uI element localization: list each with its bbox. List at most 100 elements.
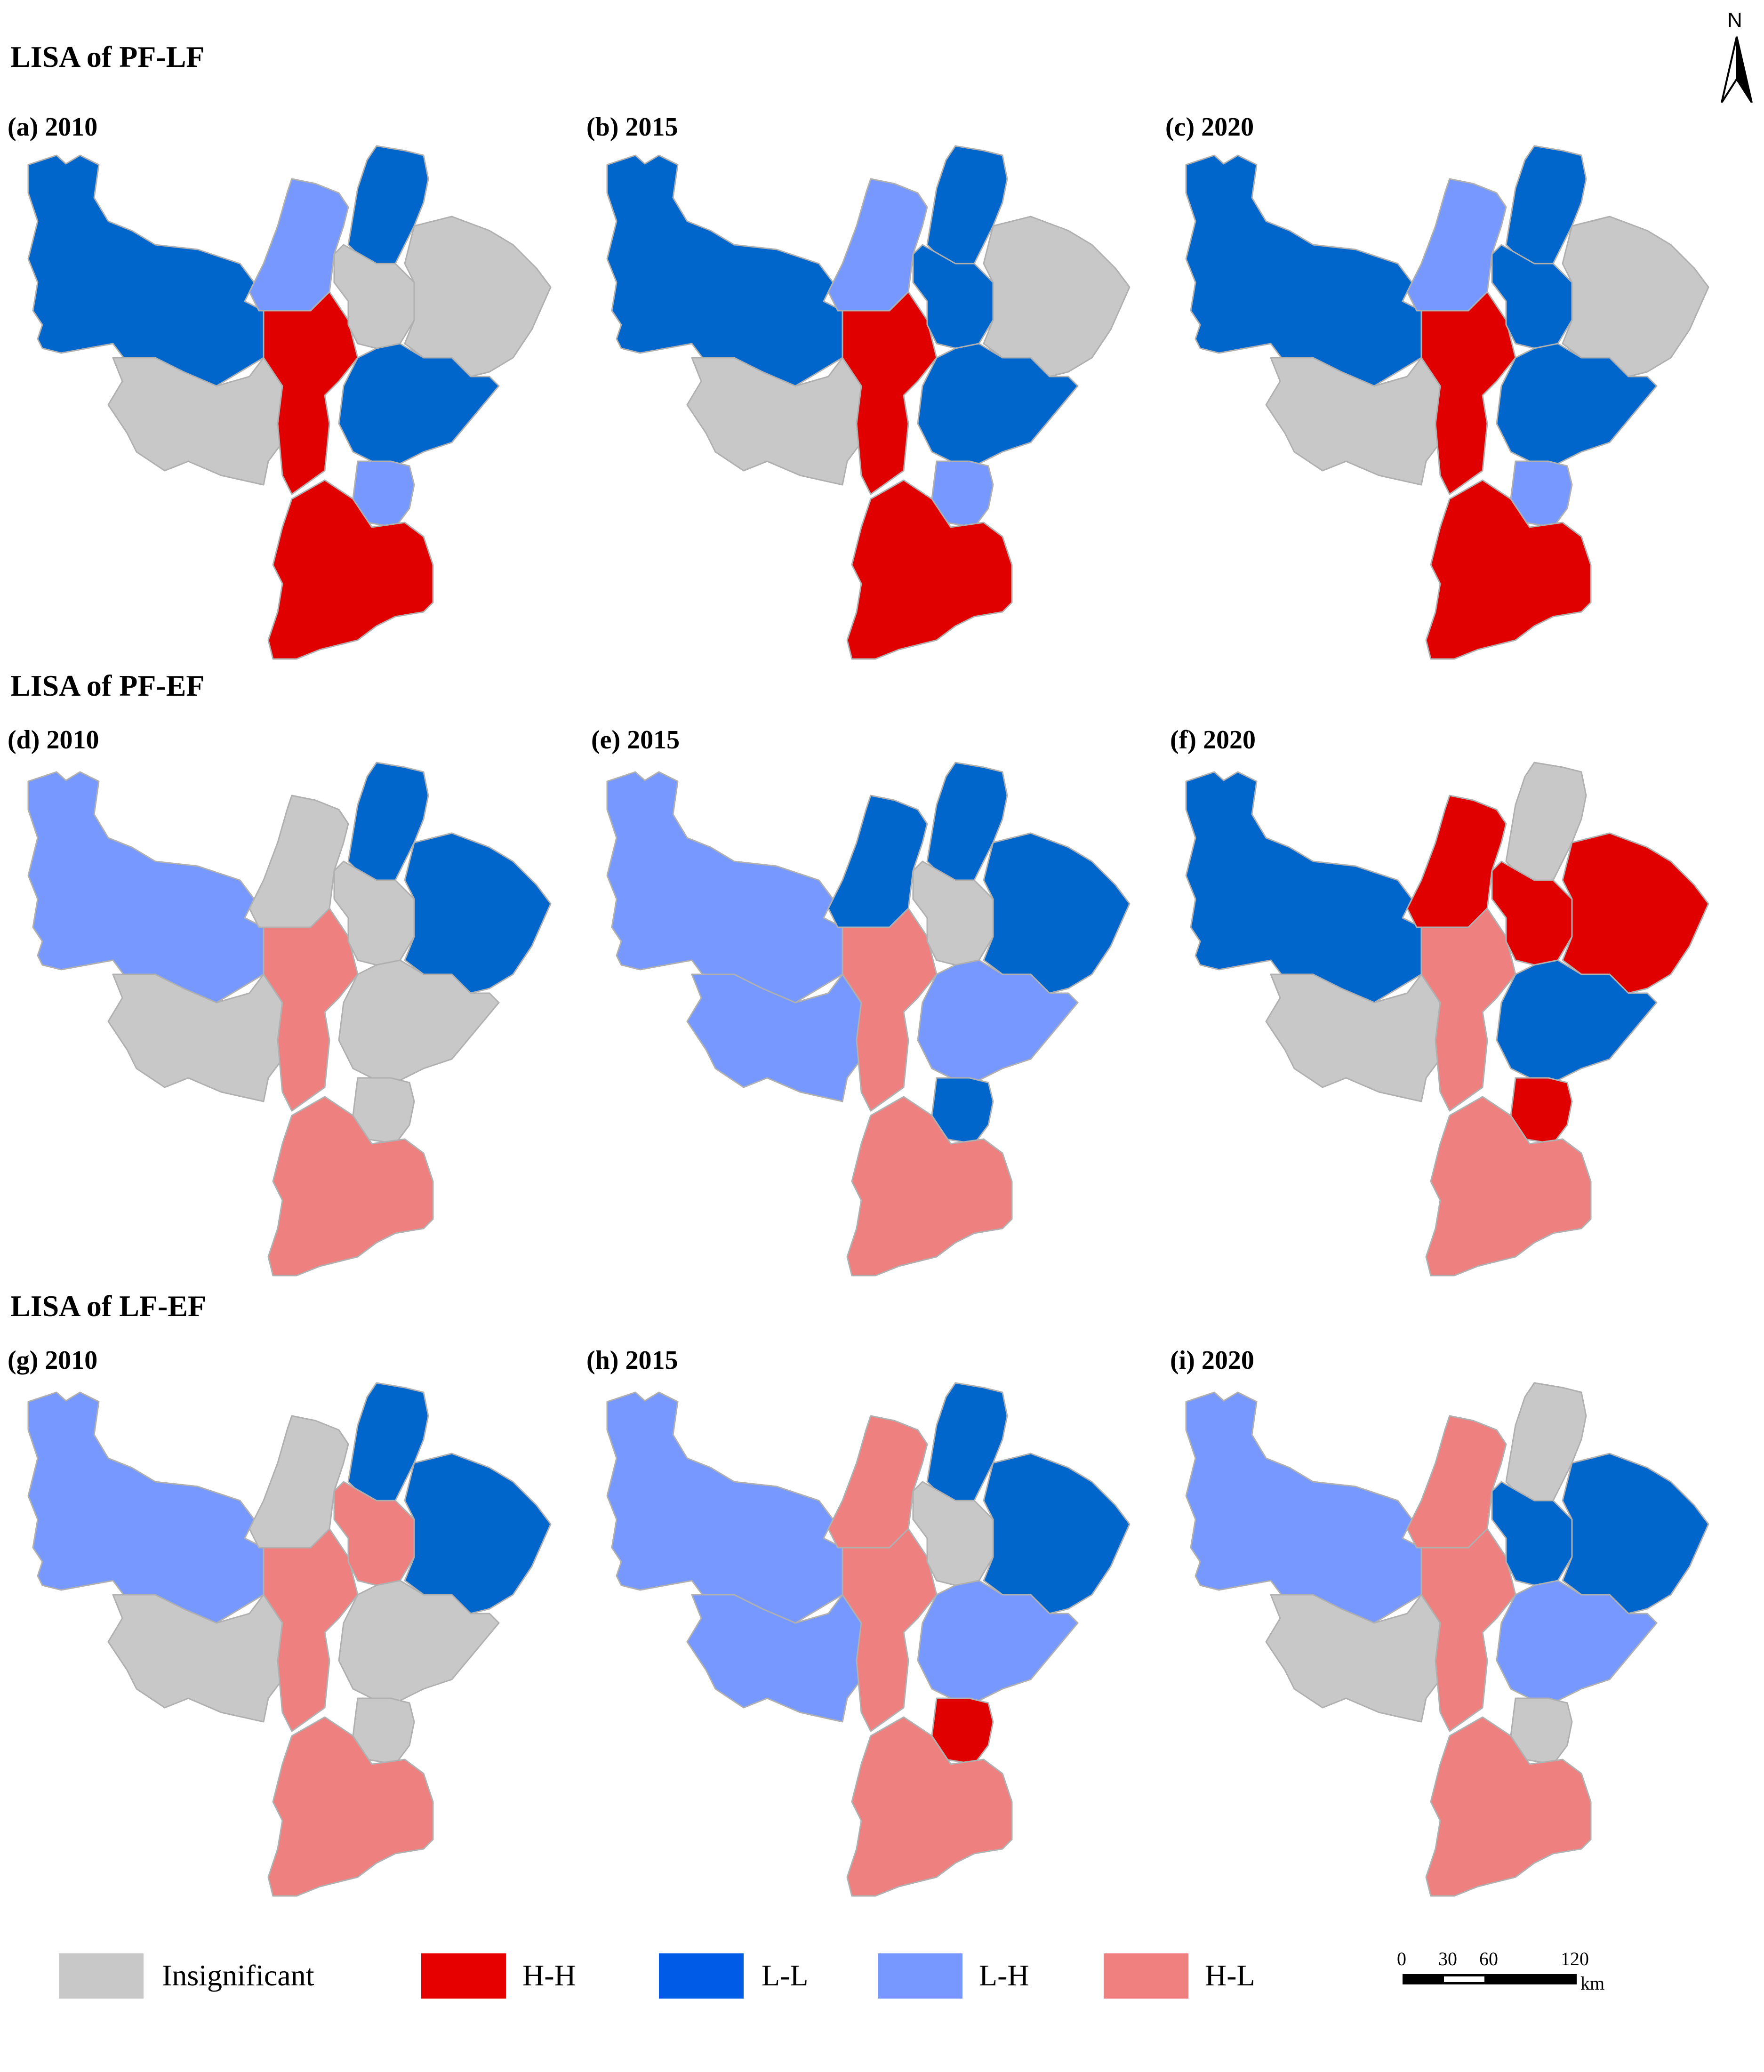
region-s bbox=[267, 1716, 434, 1897]
legend-swatch-insignificant bbox=[59, 1953, 144, 1999]
region-e bbox=[404, 1453, 552, 1614]
region-w bbox=[1185, 771, 1432, 1004]
region-c bbox=[1420, 1528, 1516, 1732]
region-me bbox=[338, 1580, 500, 1704]
region-me bbox=[1496, 959, 1658, 1084]
region-c bbox=[842, 291, 938, 495]
region-c bbox=[263, 1528, 359, 1732]
region-nc bbox=[249, 795, 349, 928]
region-sw bbox=[1265, 357, 1441, 486]
lisa-map-f bbox=[1185, 762, 1709, 1277]
region-ne1 bbox=[347, 145, 429, 265]
panel-label-b: (b) 2015 bbox=[586, 112, 678, 142]
region-sw bbox=[1265, 1594, 1441, 1723]
scale-tick-0: 0 bbox=[1397, 1948, 1406, 1969]
panel-label-f: (f) 2020 bbox=[1170, 725, 1256, 755]
region-s bbox=[1425, 1096, 1592, 1277]
region-me bbox=[917, 959, 1079, 1084]
legend-label-ll: L-L bbox=[762, 1959, 809, 1992]
region-ne1 bbox=[926, 762, 1008, 881]
region-nc bbox=[249, 178, 349, 312]
region-sw bbox=[686, 357, 862, 486]
region-me bbox=[1496, 1580, 1658, 1704]
panel-label-i: (i) 2020 bbox=[1170, 1346, 1254, 1375]
legend-label-hh: H-H bbox=[522, 1959, 576, 1992]
region-sw bbox=[107, 357, 283, 486]
region-s bbox=[846, 1096, 1013, 1277]
lisa-map-c bbox=[1185, 145, 1709, 660]
region-s bbox=[846, 1716, 1013, 1897]
scale-tick-120: 120 bbox=[1561, 1948, 1589, 1969]
region-me bbox=[917, 343, 1079, 467]
panel-label-a: (a) 2010 bbox=[8, 112, 98, 142]
region-ne1 bbox=[347, 762, 429, 881]
region-s bbox=[846, 479, 1013, 660]
region-e bbox=[1562, 216, 1709, 377]
region-me bbox=[338, 343, 500, 467]
region-sw bbox=[1265, 973, 1441, 1102]
region-w bbox=[27, 771, 274, 1004]
region-ne1 bbox=[1505, 145, 1587, 265]
lisa-map-e bbox=[606, 762, 1131, 1277]
region-sw bbox=[107, 1594, 283, 1723]
panel-label-h: (h) 2015 bbox=[586, 1346, 678, 1375]
region-c bbox=[842, 1528, 938, 1732]
region-nc bbox=[1406, 1415, 1507, 1549]
north-arrow-label: N bbox=[1727, 8, 1742, 32]
region-c bbox=[842, 908, 938, 1112]
region-s bbox=[267, 479, 434, 660]
panel-label-c: (c) 2020 bbox=[1165, 112, 1254, 142]
region-w bbox=[1185, 1391, 1432, 1624]
region-c bbox=[263, 291, 359, 495]
region-sw bbox=[686, 1594, 862, 1723]
north-arrow: N bbox=[1713, 8, 1760, 103]
region-me bbox=[338, 959, 500, 1084]
region-c bbox=[263, 908, 359, 1112]
region-ne1 bbox=[1505, 762, 1587, 881]
section-title-pf-ef: LISA of PF-EF bbox=[10, 669, 205, 702]
panel-label-d: (d) 2010 bbox=[8, 725, 99, 755]
region-e bbox=[983, 216, 1131, 377]
region-nc bbox=[827, 1415, 928, 1549]
lisa-map-d bbox=[27, 762, 552, 1277]
region-c bbox=[1420, 291, 1516, 495]
region-e bbox=[983, 832, 1131, 994]
region-w bbox=[27, 154, 274, 387]
scale-unit: km bbox=[1580, 1973, 1605, 1994]
legend-swatch-lh bbox=[878, 1953, 962, 1999]
section-title-lf-ef: LISA of LF-EF bbox=[10, 1289, 207, 1323]
region-ne1 bbox=[1505, 1382, 1587, 1502]
lisa-map-h bbox=[606, 1382, 1131, 1897]
region-s bbox=[267, 1096, 434, 1277]
region-s bbox=[1425, 1716, 1592, 1897]
region-w bbox=[1185, 154, 1432, 387]
region-s bbox=[1425, 479, 1592, 660]
region-w bbox=[606, 1391, 853, 1624]
region-e bbox=[404, 832, 552, 994]
region-me bbox=[917, 1580, 1079, 1704]
scale-tick-30: 30 bbox=[1438, 1948, 1457, 1969]
lisa-map-i bbox=[1185, 1382, 1709, 1897]
legend-swatch-ll bbox=[659, 1953, 744, 1999]
section-title-pf-lf: LISA of PF-LF bbox=[10, 40, 205, 73]
region-nc bbox=[1406, 795, 1507, 928]
lisa-map-b bbox=[606, 145, 1131, 660]
region-ne1 bbox=[926, 1382, 1008, 1502]
region-nc bbox=[249, 1415, 349, 1549]
region-e bbox=[404, 216, 552, 377]
region-w bbox=[27, 1391, 274, 1624]
region-nc bbox=[827, 178, 928, 312]
legend-swatch-hl bbox=[1104, 1953, 1188, 1999]
scale-bar-graphic bbox=[1403, 1974, 1577, 1984]
legend-swatch-hh bbox=[421, 1953, 506, 1999]
region-sw bbox=[107, 973, 283, 1102]
region-c bbox=[1420, 908, 1516, 1112]
region-w bbox=[606, 154, 853, 387]
legend-label-lh: L-H bbox=[979, 1959, 1029, 1992]
region-nc bbox=[1406, 178, 1507, 312]
north-arrow-icon bbox=[1721, 36, 1753, 103]
legend-label-hl: H-L bbox=[1205, 1959, 1255, 1992]
region-nc bbox=[827, 795, 928, 928]
legend-label-insignificant: Insignificant bbox=[162, 1959, 314, 1992]
region-ne1 bbox=[926, 145, 1008, 265]
